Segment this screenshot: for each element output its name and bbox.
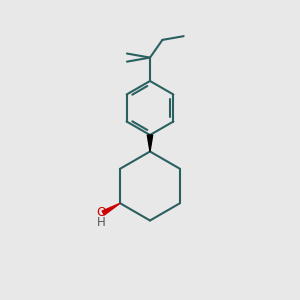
Polygon shape <box>147 135 153 152</box>
Polygon shape <box>102 203 120 215</box>
Text: H: H <box>98 216 106 229</box>
Text: O: O <box>96 206 106 219</box>
